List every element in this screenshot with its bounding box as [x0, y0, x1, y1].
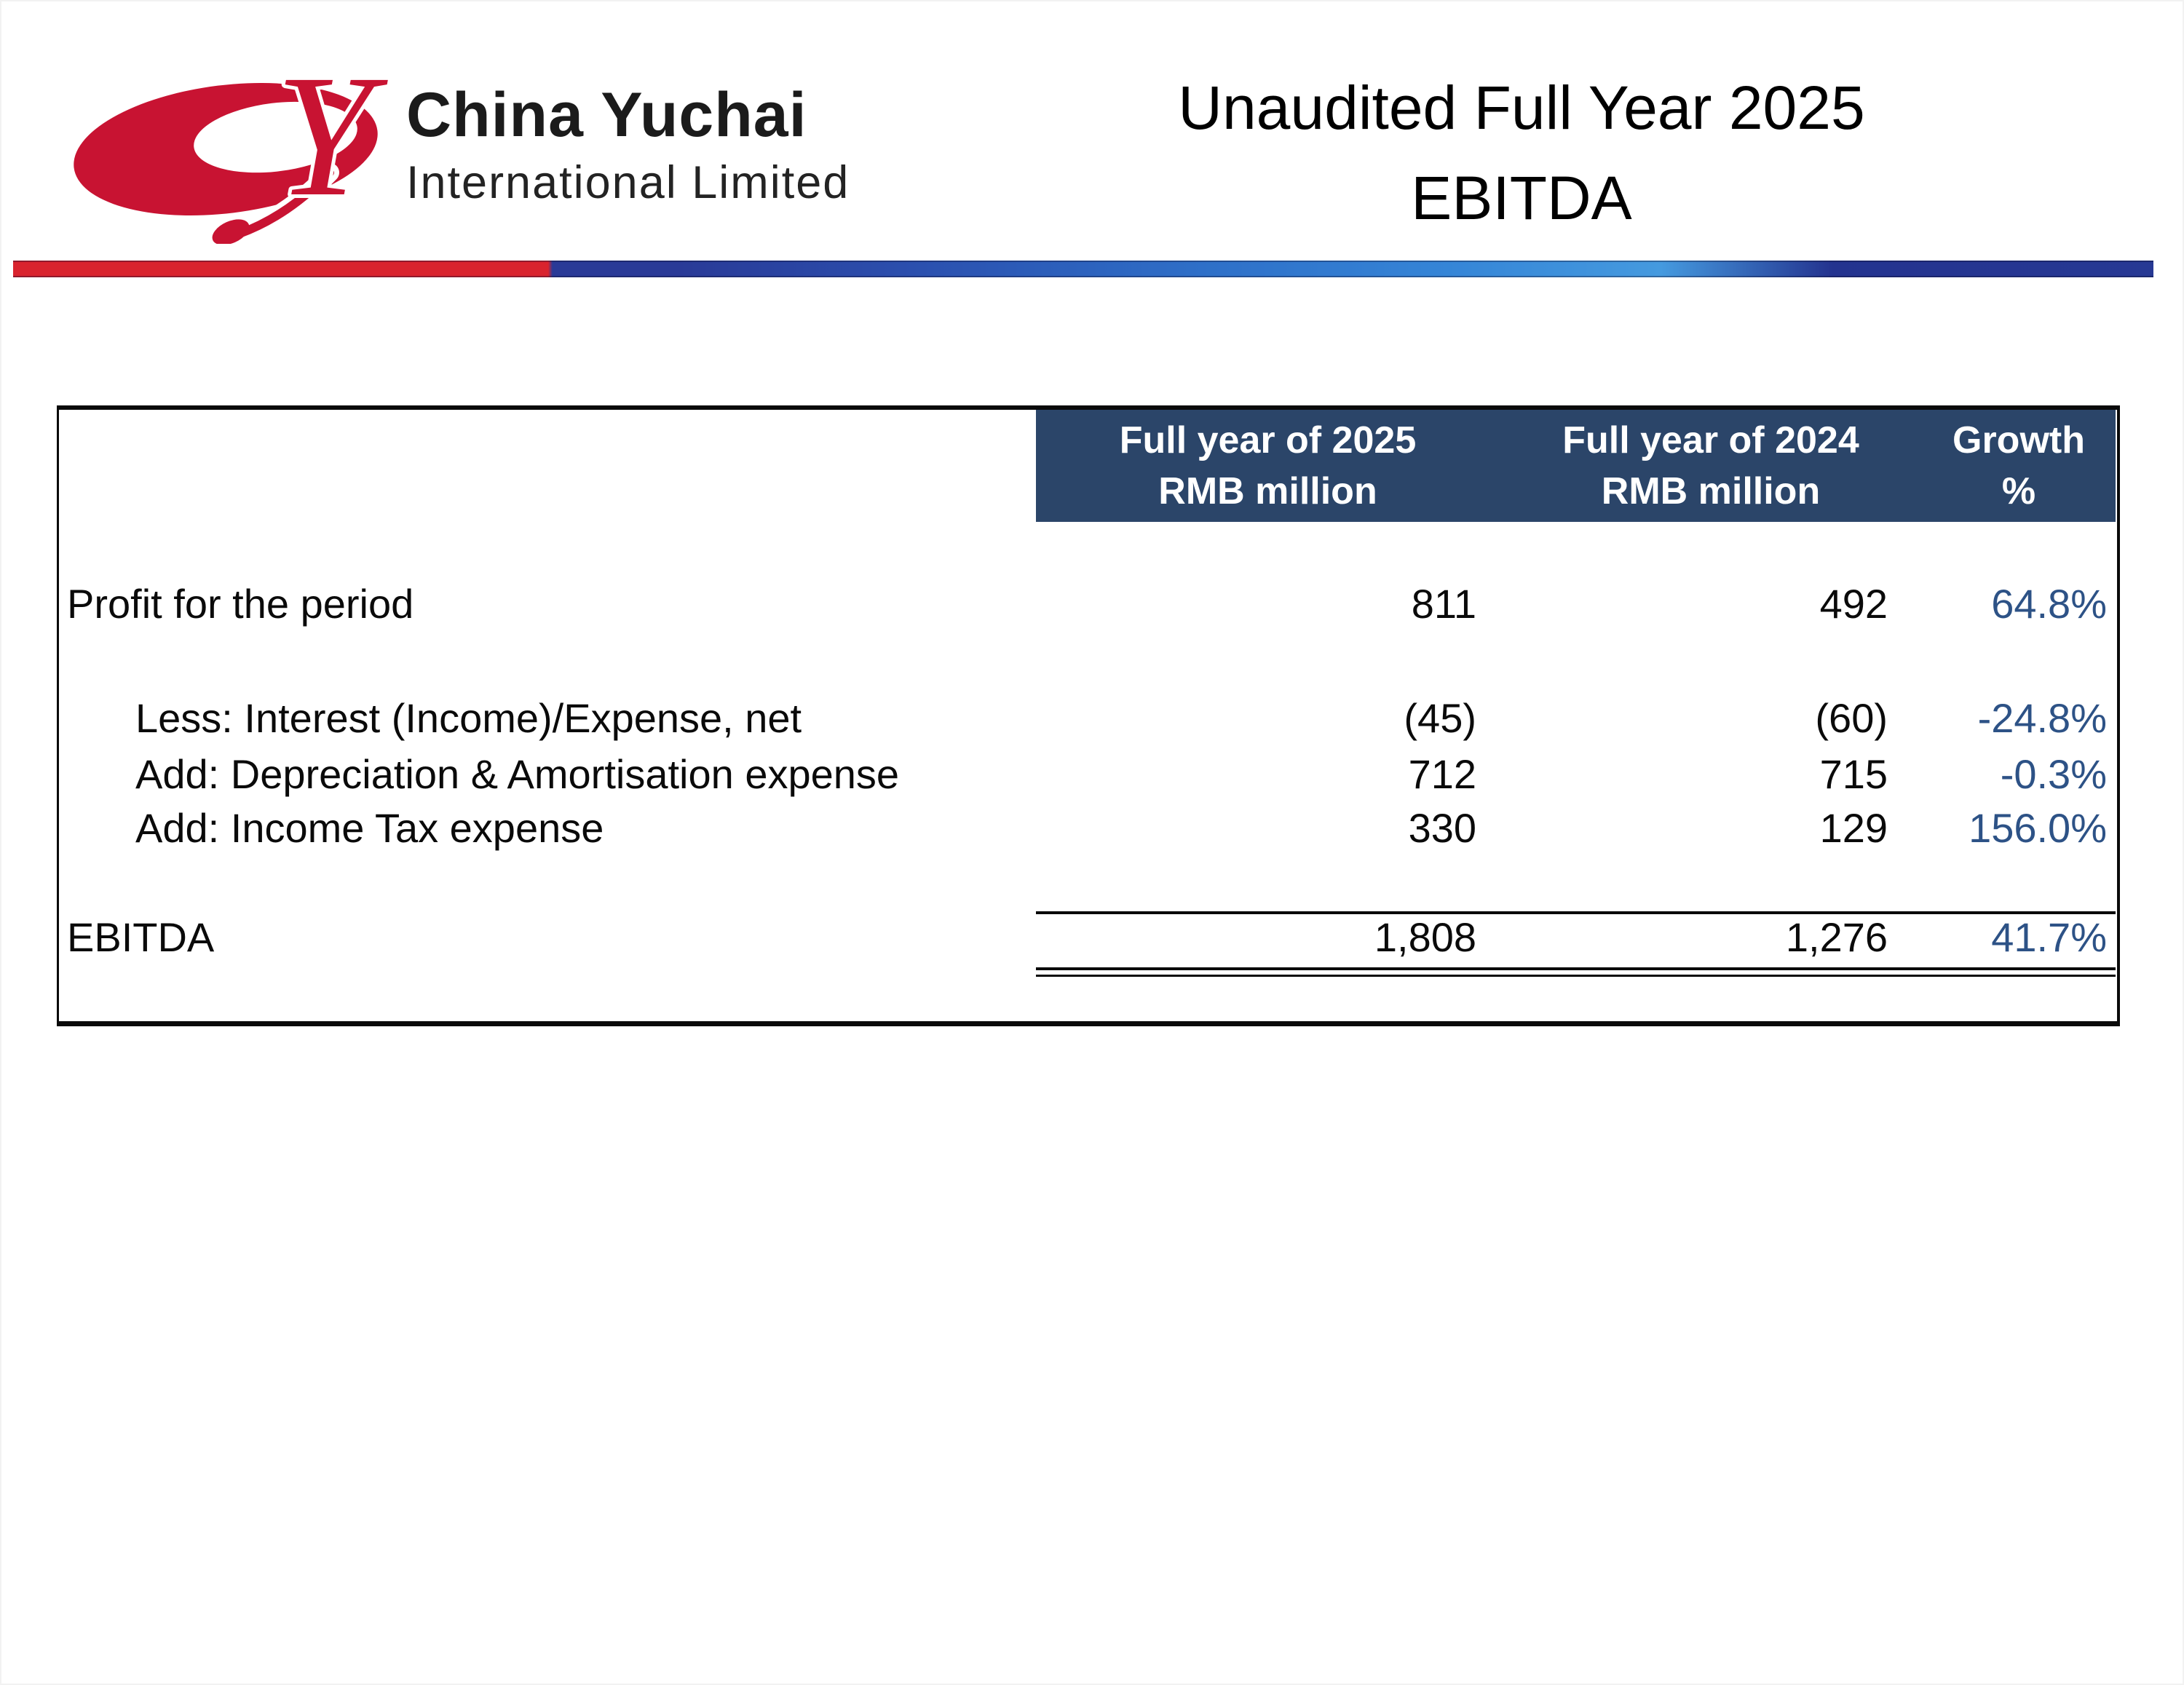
- table-header: Full year of 2025 RMB million Full year …: [1036, 410, 2116, 522]
- column-header-text: RMB million: [1601, 470, 1821, 512]
- fy2025-value: (45): [1404, 695, 1476, 741]
- fy2024-value: 1,276: [1785, 914, 1888, 960]
- china-yuchai-logo-icon: Y: [74, 35, 392, 244]
- row-label: Profit for the period: [67, 581, 414, 627]
- table-row: Less: Interest (Income)/Expense, net (45…: [59, 695, 2117, 742]
- row-label: EBITDA: [67, 914, 215, 960]
- table-row: Add: Depreciation & Amortisation expense…: [59, 751, 2117, 798]
- column-header-text: Growth: [1952, 419, 2085, 461]
- total-double-rule-2: [1036, 975, 2116, 977]
- table-row-ebitda-total: EBITDA 1,808 1,276 41.7%: [59, 914, 2117, 961]
- total-rule-top: [1036, 911, 2116, 914]
- growth-value: 156.0%: [1969, 805, 2107, 851]
- brand-wordmark: China Yuchai International Limited: [406, 76, 850, 211]
- fy2024-value: 492: [1819, 581, 1888, 627]
- column-header-text: %: [2001, 470, 2036, 512]
- brand-subname: International Limited: [406, 157, 850, 208]
- fy2024-value: 129: [1819, 805, 1888, 851]
- column-header-text: Full year of 2024: [1562, 419, 1859, 461]
- growth-value: 64.8%: [1991, 581, 2107, 627]
- ebitda-table: Full year of 2025 RMB million Full year …: [57, 405, 2120, 1026]
- fy2025-value: 712: [1408, 751, 1476, 797]
- fy2025-value: 330: [1408, 805, 1476, 851]
- fy2024-value: (60): [1815, 695, 1888, 741]
- total-double-rule-1: [1036, 967, 2116, 970]
- row-label: Add: Income Tax expense: [135, 805, 604, 851]
- brand-name: China Yuchai: [406, 80, 807, 150]
- svg-text:Y: Y: [275, 39, 388, 232]
- table-row: Profit for the period 811 492 64.8%: [59, 581, 2117, 627]
- column-header-text: Full year of 2025: [1119, 419, 1417, 461]
- slide-title-line1: Unaudited Full Year 2025: [1178, 74, 1865, 142]
- column-header-fy2025: Full year of 2025 RMB million: [1036, 410, 1500, 522]
- column-header-growth: Growth %: [1922, 410, 2116, 522]
- divider-bar: [13, 261, 2153, 277]
- row-label: Add: Depreciation & Amortisation expense: [135, 751, 900, 797]
- column-header-fy2024: Full year of 2024 RMB million: [1500, 410, 1922, 522]
- fy2024-value: 715: [1819, 751, 1888, 797]
- growth-value: -0.3%: [2000, 751, 2107, 797]
- table-row: Add: Income Tax expense 330 129 156.0%: [59, 805, 2117, 852]
- slide-title: Unaudited Full Year 2025 EBITDA: [1143, 63, 1900, 243]
- row-label: Less: Interest (Income)/Expense, net: [135, 695, 802, 741]
- growth-value: -24.8%: [1977, 695, 2107, 741]
- growth-value: 41.7%: [1991, 914, 2107, 960]
- fy2025-value: 1,808: [1374, 914, 1476, 960]
- fy2025-value: 811: [1411, 581, 1476, 627]
- slide-title-line2: EBITDA: [1411, 164, 1632, 232]
- column-header-text: RMB million: [1158, 470, 1377, 512]
